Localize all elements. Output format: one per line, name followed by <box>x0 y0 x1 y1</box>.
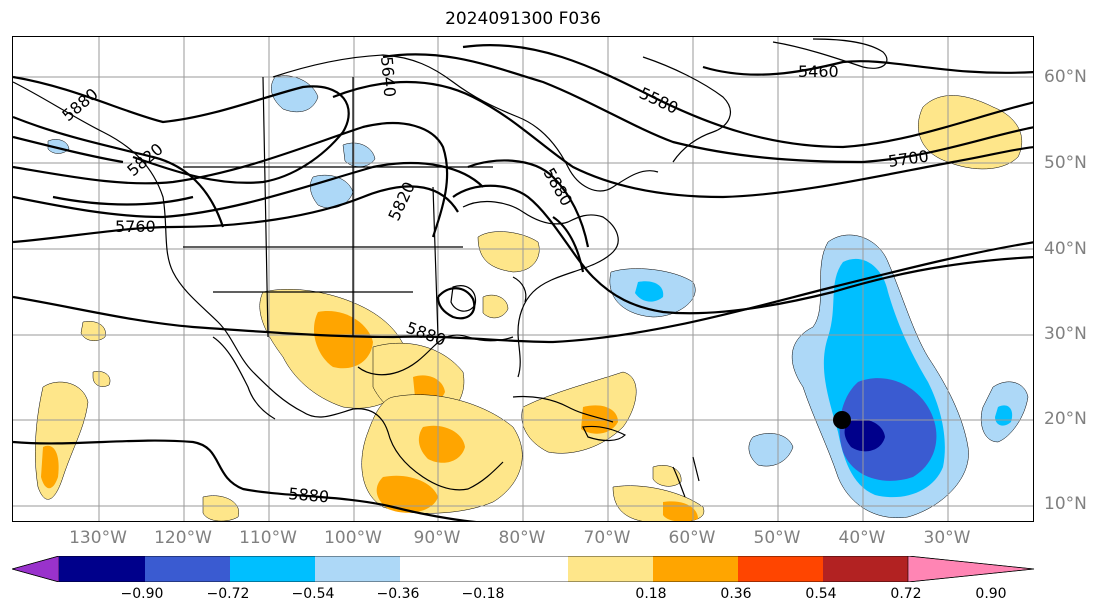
lon-label: 90°W <box>413 528 461 548</box>
lon-label: 110°W <box>239 528 297 548</box>
colorbar-tick: −0.54 <box>291 586 335 602</box>
height-contours <box>13 43 1033 521</box>
lat-label: 20°N <box>1044 409 1087 429</box>
lon-label: 120°W <box>154 528 212 548</box>
contour-label: 5460 <box>798 62 839 81</box>
colorbar-tick: −0.72 <box>206 586 250 602</box>
colorbar-seg-1 <box>59 556 145 582</box>
lon-label: 130°W <box>69 528 127 548</box>
lon-label: 50°W <box>753 528 801 548</box>
contour-label: 5760 <box>115 217 156 236</box>
colorbar-seg-0 <box>12 556 60 582</box>
colorbar-seg-9 <box>823 556 908 582</box>
lon-label: 70°W <box>583 528 631 548</box>
colorbar <box>12 556 1035 582</box>
colorbar-tick: 0.72 <box>890 586 922 602</box>
lon-label: 30°W <box>923 528 971 548</box>
colorbar-seg-5 <box>400 556 568 582</box>
colorbar-seg-3 <box>230 556 315 582</box>
map-title: 2024091300 F036 <box>445 9 601 29</box>
colorbar-tick: 0.54 <box>805 586 837 602</box>
colorbar-tick: −0.36 <box>376 586 420 602</box>
contour-label: 5640 <box>377 56 399 98</box>
contour-label: 5580 <box>636 83 681 117</box>
map-canvas: 5460 5580 5640 5700 5760 5820 5820 5880 … <box>13 37 1033 521</box>
gridlines <box>13 37 1033 521</box>
colorbar-seg-4 <box>315 556 400 582</box>
colorbar-seg-2 <box>145 556 230 582</box>
colorbar-tick: −0.18 <box>461 586 505 602</box>
colorbar-seg-6 <box>568 556 653 582</box>
lon-label: 40°W <box>838 528 886 548</box>
colorbar-tick: 0.90 <box>975 586 1007 602</box>
contour-label: 5880 <box>288 484 330 506</box>
colorbar-tick: 0.18 <box>635 586 667 602</box>
lat-label: 50°N <box>1044 153 1087 173</box>
lon-label: 80°W <box>498 528 546 548</box>
storm-center-marker <box>833 411 851 429</box>
lat-label: 10°N <box>1044 494 1087 514</box>
contour-label: 5820 <box>384 179 418 224</box>
colorbar-seg-7 <box>653 556 738 582</box>
colorbar-seg-8 <box>738 556 823 582</box>
colorbar-tick: 0.36 <box>720 586 752 602</box>
colorbar-seg-10 <box>907 556 1035 582</box>
colorbar-tick: −0.90 <box>120 586 164 602</box>
lon-label: 60°W <box>668 528 716 548</box>
lat-label: 30°N <box>1044 324 1087 344</box>
lat-label: 60°N <box>1044 67 1087 87</box>
lat-label: 40°N <box>1044 239 1087 259</box>
map-panel: 5460 5580 5640 5700 5760 5820 5820 5880 … <box>12 36 1034 522</box>
lon-label: 100°W <box>324 528 382 548</box>
shading-layer <box>35 75 1029 521</box>
